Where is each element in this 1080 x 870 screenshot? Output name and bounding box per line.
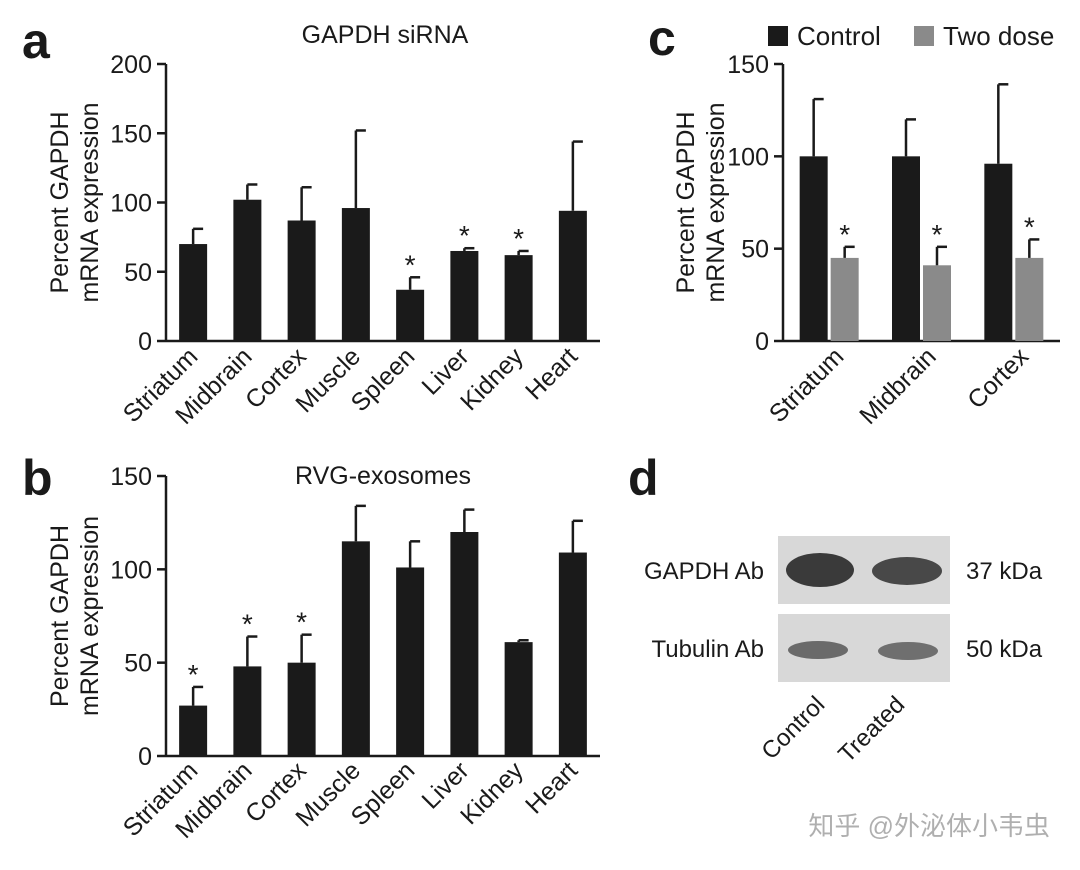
bar: [558, 552, 587, 756]
bar: [287, 220, 316, 341]
blot-row-label-tubulin: Tubulin Ab: [651, 636, 764, 663]
bar: [233, 666, 262, 756]
y-axis-label-line1: Percent GAPDH: [46, 525, 74, 707]
significance-marker: *: [242, 609, 253, 640]
watermark: 知乎 @外泌体小韦虫: [808, 811, 1050, 841]
bar: [984, 163, 1013, 341]
y-tick-label: 150: [727, 51, 769, 79]
chart-panel-b: 0 50 100 150 Percent GAPDH mRNA expression RVG…: [46, 462, 600, 844]
chart-title: GAPDH siRNA: [302, 21, 469, 49]
y-tick-label: 200: [110, 51, 152, 79]
y-axis-label-line1: Percent GAPDH: [672, 111, 700, 293]
bar: [341, 541, 370, 756]
blot-band-gapdh-control: [786, 553, 854, 587]
chart-title: RVG-exosomes: [295, 462, 471, 490]
y-tick-label: 0: [138, 743, 152, 771]
y-axis-label-line2: mRNA expression: [702, 102, 730, 302]
panel-letter-a: a: [22, 13, 51, 69]
y-axis-label-line2: mRNA expression: [76, 102, 104, 302]
y-tick-label: 100: [110, 190, 152, 218]
blot-size-gapdh: 37 kDa: [966, 558, 1043, 585]
bar: [179, 705, 208, 756]
y-tick-label: 50: [741, 236, 769, 264]
chart-c-legend: Control Two dose: [768, 21, 1054, 51]
y-tick-label: 50: [124, 650, 152, 678]
bar: [450, 250, 479, 341]
y-tick-label: 0: [755, 328, 769, 356]
y-tick-label: 150: [110, 463, 152, 491]
bar: [450, 532, 479, 756]
blot-band-gapdh-treated: [872, 557, 942, 585]
x-tick-label: Heart: [520, 342, 583, 405]
blot-band-tubulin-control: [788, 641, 848, 659]
y-axis-label-line1: Percent GAPDH: [46, 111, 74, 293]
bar: [287, 662, 316, 756]
bar: [923, 265, 951, 341]
western-blot-panel: GAPDH Ab Tubulin Ab 37 kDa 50 kDa Contro…: [644, 536, 1043, 768]
legend-swatch-two-dose: [914, 26, 934, 46]
significance-marker: *: [296, 607, 307, 638]
bar: [233, 199, 262, 341]
y-tick-label: 0: [138, 328, 152, 356]
legend-label-two-dose: Two dose: [943, 21, 1054, 51]
significance-marker: *: [188, 659, 199, 690]
y-tick-label: 150: [110, 120, 152, 148]
y-tick-label: 50: [124, 259, 152, 287]
significance-marker: *: [932, 219, 943, 250]
panel-letter-d: d: [628, 450, 659, 506]
bar: [504, 642, 533, 756]
significance-marker: *: [1024, 211, 1035, 242]
x-tick-label: Kidney: [455, 342, 529, 416]
blot-lane-label-control: Control: [756, 691, 830, 765]
significance-marker: *: [405, 249, 416, 280]
bar: [179, 244, 208, 341]
x-tick-label: Striatum: [764, 342, 850, 428]
x-tick-label: Heart: [520, 756, 583, 819]
blot-band-tubulin-treated: [878, 642, 938, 660]
blot-size-tubulin: 50 kDa: [966, 636, 1043, 663]
legend-label-control: Control: [797, 21, 881, 51]
y-tick-label: 100: [110, 556, 152, 584]
bar: [341, 208, 370, 341]
blot-lane-label-treated: Treated: [833, 691, 910, 768]
bar: [396, 567, 425, 756]
legend-swatch-control: [768, 26, 788, 46]
chart-panel-a: 0 50 100 150 200 Percent GAPDH mRNA expression…: [46, 21, 600, 430]
bar: [799, 156, 828, 341]
bar: [558, 210, 587, 341]
y-axis-label-line2: mRNA expression: [76, 516, 104, 716]
x-tick-label: Cortex: [962, 342, 1034, 414]
blot-row-label-gapdh: GAPDH Ab: [644, 558, 764, 585]
significance-marker: *: [839, 219, 850, 250]
x-tick-label: Kidney: [455, 756, 529, 830]
bar: [504, 255, 533, 341]
bar: [830, 257, 859, 341]
bar: [1015, 257, 1044, 341]
x-tick-label: Midbrain: [854, 342, 942, 430]
significance-marker: *: [459, 220, 470, 251]
bar: [396, 289, 425, 341]
panel-letter-b: b: [22, 450, 53, 506]
y-tick-label: 100: [727, 143, 769, 171]
bar: [892, 156, 920, 341]
significance-marker: *: [513, 223, 524, 254]
chart-panel-c: 0 50 100 150 Percent GAPDH mRNA expression * St…: [672, 51, 1060, 430]
panel-letter-c: c: [648, 10, 676, 66]
